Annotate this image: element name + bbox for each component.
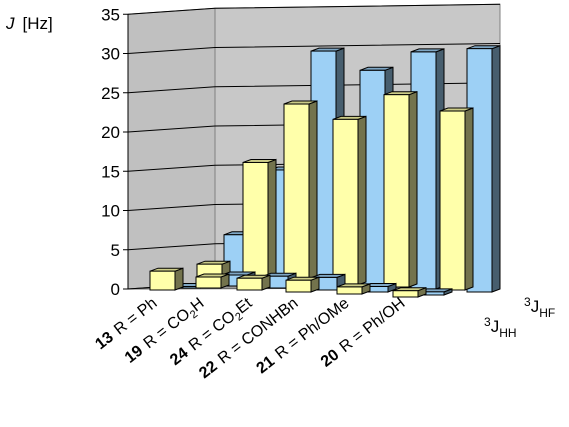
series-label-jhf-symbol: J	[531, 297, 540, 316]
series-label-jhh: 3JHH	[484, 315, 517, 340]
series-label-jhh-symbol: J	[491, 317, 500, 336]
y-tick-label: 10	[101, 202, 120, 221]
y-tick-label: 30	[101, 45, 120, 64]
y-tick-label: 15	[101, 162, 120, 181]
series-label-jhf: 3JHF	[524, 295, 555, 320]
bar-jhh-back-21	[383, 90, 418, 288]
category-number: 13	[92, 329, 117, 353]
bar-jhh-front-20	[392, 286, 427, 298]
y-tick-label: 35	[101, 5, 120, 24]
gridline	[127, 43, 501, 54]
y-axis-label-symbol: J	[5, 14, 15, 33]
category-number: 19	[122, 342, 147, 366]
bar-jhh-back-20	[439, 107, 474, 291]
category-number: 20	[318, 346, 343, 370]
bar-jhh-front-21	[336, 283, 371, 295]
bar-jhh-front-24	[236, 274, 271, 291]
gridline	[127, 3, 501, 15]
series-label-jhf-sup: 3	[524, 295, 531, 309]
series-label-jhf-sub: HF	[539, 306, 555, 320]
bar-jhh-back-22	[332, 115, 367, 286]
bar-jhh-front-13	[149, 267, 184, 291]
y-tick-label: 0	[111, 280, 120, 299]
category-label-21: 21R = Ph/OMe	[254, 295, 353, 378]
category-number: 22	[196, 358, 221, 382]
category-number: 21	[254, 353, 279, 377]
y-axis-ticks: 0 5 10 15 20 25 30 35	[101, 5, 129, 299]
category-number: 24	[167, 345, 192, 369]
series-label-jhh-sub: HH	[499, 326, 516, 340]
bar-jhh-front-22	[285, 276, 320, 293]
y-axis-label: J [Hz]	[5, 14, 53, 33]
y-axis-label-unit: [Hz]	[23, 14, 53, 33]
y-tick-label: 5	[111, 241, 120, 260]
gridline	[127, 82, 501, 94]
bar-jhh-back-24	[283, 100, 318, 284]
series-label-jhh-sup: 3	[484, 315, 491, 329]
y-tick-label: 20	[101, 123, 120, 142]
bar-jhh-back-19	[242, 158, 277, 282]
bar-jhh-front-19	[195, 273, 230, 289]
y-tick-label: 25	[101, 84, 120, 103]
bar-group	[149, 44, 501, 298]
